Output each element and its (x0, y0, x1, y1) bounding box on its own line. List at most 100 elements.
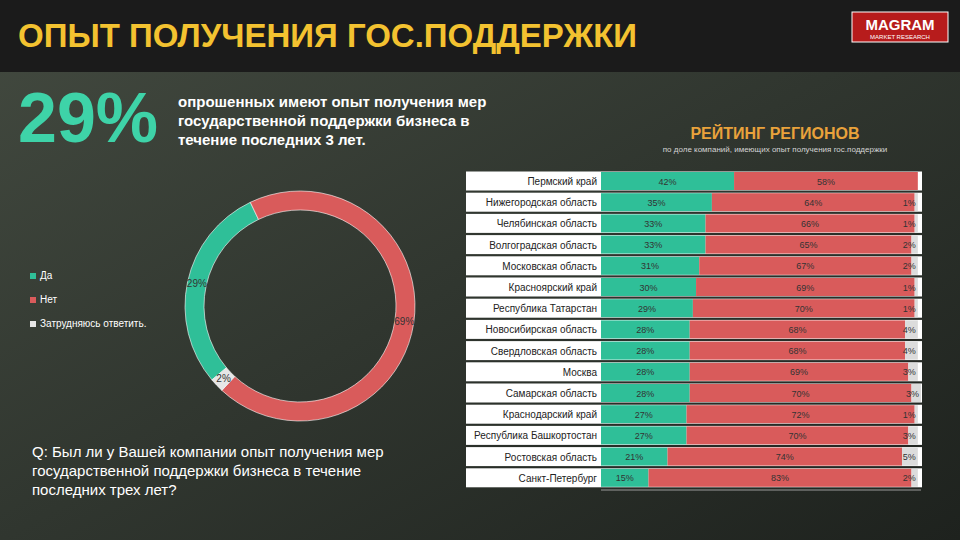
legend-label: Да (40, 270, 53, 281)
legend-label: Затрудняюсь ответить. (40, 318, 146, 329)
bar-segment (690, 342, 905, 360)
question: Q: Был ли у Вашей компании опыт получени… (32, 442, 432, 499)
data-label: 69% (790, 367, 808, 377)
data-label: 1% (903, 304, 916, 314)
header-bar (0, 0, 960, 72)
row-background (466, 278, 922, 297)
data-label: 1% (903, 198, 916, 208)
legend-label: Нет (40, 294, 57, 305)
category-label: Самарская область (506, 388, 597, 399)
bar-segment (902, 448, 918, 466)
row-background (466, 447, 922, 466)
row-background (466, 384, 922, 403)
data-label: 68% (788, 346, 806, 356)
legend-swatch (30, 273, 36, 279)
headline-figure: 29% (18, 79, 158, 157)
data-label: 70% (788, 431, 806, 441)
logo-box (852, 12, 948, 42)
bar-segment (649, 469, 912, 487)
category-label: Республика Татарстан (493, 303, 597, 314)
data-label: 64% (804, 198, 822, 208)
data-label: 1% (903, 410, 916, 420)
category-label: Ростовская область (505, 452, 597, 463)
chart-subtitle: по доле компаний, имеющих опыт получения… (663, 145, 887, 154)
data-label: 68% (788, 325, 806, 335)
data-label: 69% (796, 283, 814, 293)
data-label: 2% (903, 240, 916, 250)
bar-segment (601, 384, 690, 402)
bar-segment (690, 363, 909, 381)
row-background (466, 299, 922, 318)
data-label: 1% (903, 219, 916, 229)
data-label: 35% (647, 198, 665, 208)
donut-slice (212, 368, 235, 391)
legend-swatch (30, 321, 36, 327)
data-label: 3% (903, 367, 916, 377)
bar-segment (696, 278, 915, 296)
bar-segment (712, 193, 915, 211)
legend-swatch (30, 297, 36, 303)
bar-segment (699, 257, 911, 275)
axis-line (601, 490, 921, 491)
category-label: Санкт-Петербург (519, 473, 598, 484)
category-label: Республика Башкортостан (474, 430, 597, 441)
category-label: Краснодарский край (503, 409, 597, 420)
row-background (466, 320, 922, 339)
logo-subtitle: MARKET RESEARCH (870, 34, 930, 40)
bar-segment (687, 426, 909, 444)
donut-slice (185, 202, 259, 380)
headline-text: опрошенных имеют опыт получения мер госу… (178, 92, 523, 149)
category-label: Пермский край (527, 176, 597, 187)
row-background (466, 193, 922, 212)
data-label: 1% (903, 283, 916, 293)
data-label: 31% (641, 261, 659, 271)
category-labels: Пермский крайНижегородская областьЧеляби… (474, 176, 598, 484)
background (0, 0, 960, 540)
data-label: 2% (903, 261, 916, 271)
data-label: 28% (636, 389, 654, 399)
bar-segment (601, 214, 706, 232)
data-label: 70% (795, 304, 813, 314)
bar-segment (601, 193, 712, 211)
data-label: 74% (776, 452, 794, 462)
data-label: 42% (659, 177, 677, 187)
donut-slice (222, 191, 415, 421)
bar-segment (601, 448, 668, 466)
data-label: 72% (792, 410, 810, 420)
bar-segment (601, 363, 690, 381)
data-label: 15% (616, 473, 634, 483)
bar-segment (601, 278, 696, 296)
legend: Да Нет Затрудняюсь ответить. (30, 270, 146, 329)
category-label: Москва (563, 367, 598, 378)
row-background (466, 405, 922, 424)
bar-segment (601, 320, 690, 338)
data-label: 27% (635, 410, 653, 420)
row-background (466, 468, 922, 487)
bar-segment (668, 448, 902, 466)
data-label: 28% (636, 367, 654, 377)
bar-labels: 42%58%35%64%1%33%66%1%33%65%2%31%67%2%30… (616, 177, 919, 484)
donut-labels: 29%69%2% (187, 278, 415, 384)
category-label: Челябинская область (497, 218, 597, 229)
row-background (466, 426, 922, 445)
row-background (466, 172, 922, 191)
category-label: Новосибирская область (486, 324, 597, 335)
bar-segment (706, 236, 912, 254)
data-label: 65% (800, 240, 818, 250)
row-background (466, 235, 922, 254)
bar-segment (601, 299, 693, 317)
data-label: 4% (903, 325, 916, 335)
bar-segment (687, 405, 915, 423)
bar-segment (601, 172, 734, 190)
row-background (466, 362, 922, 381)
data-label: 2% (216, 373, 231, 384)
data-label: 29% (638, 304, 656, 314)
bar-segment (690, 320, 905, 338)
data-label: 27% (635, 431, 653, 441)
data-label: 29% (187, 278, 207, 289)
logo: MAGRAM (865, 16, 934, 33)
bar-segment (601, 236, 706, 254)
data-label: 4% (903, 346, 916, 356)
donut (185, 191, 415, 421)
data-label: 67% (796, 261, 814, 271)
